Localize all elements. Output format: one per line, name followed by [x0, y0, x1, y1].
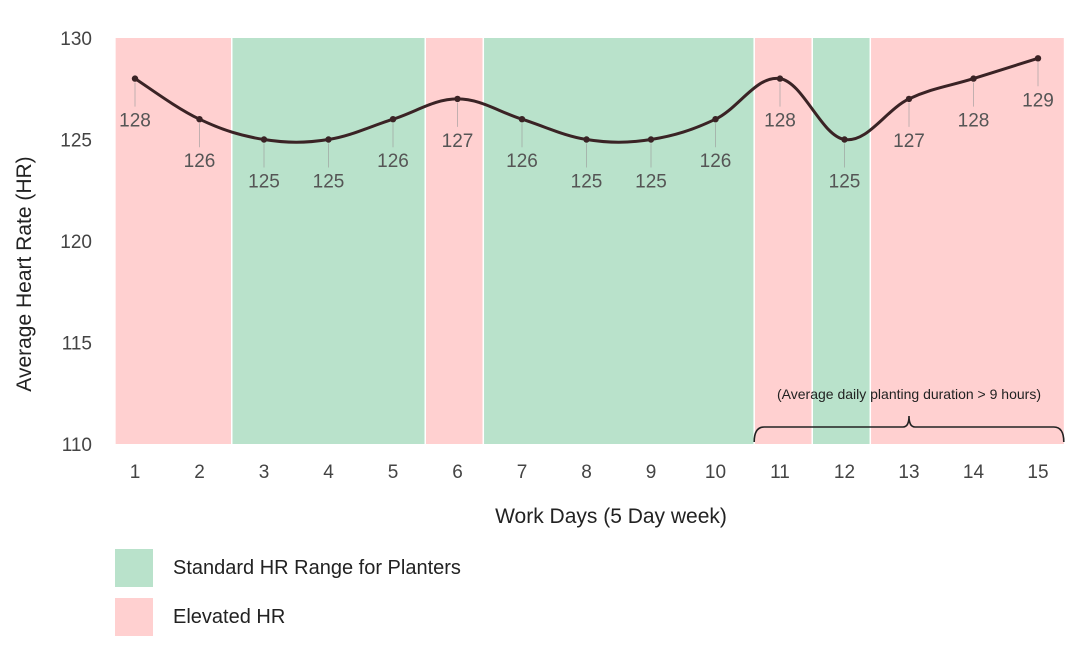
data-point: [970, 75, 977, 82]
band-elevated: [870, 38, 1064, 444]
y-axis-title: Average Heart Rate (HR): [13, 156, 36, 391]
legend-swatch-standard: [115, 549, 153, 587]
duration-annotation: (Average daily planting duration > 9 hou…: [753, 386, 1065, 443]
y-tick-label: 120: [60, 232, 92, 253]
x-tick-label: 3: [259, 462, 270, 483]
x-tick-label: 11: [770, 462, 790, 483]
data-label: 126: [377, 151, 409, 172]
annotation-bracket: [753, 415, 1065, 443]
data-point: [776, 75, 784, 82]
data-label: 125: [313, 172, 345, 193]
legend-label-standard: Standard HR Range for Planters: [173, 556, 461, 579]
data-label: 126: [700, 151, 732, 172]
x-tick-label: 6: [452, 462, 463, 483]
x-tick-label: 2: [194, 462, 205, 483]
data-label: 126: [184, 151, 216, 172]
y-tick-label: 130: [60, 29, 92, 50]
annotation-text: (Average daily planting duration > 9 hou…: [777, 386, 1041, 402]
x-tick-label: 14: [963, 462, 985, 483]
x-axis-ticks: 1 2 3 4 5 6 7 8 9 10 11 12 13 14 15: [130, 462, 1049, 483]
data-label: 129: [1022, 90, 1054, 111]
range-bands: [115, 38, 1064, 444]
legend-standard: Standard HR Range for Planters: [115, 549, 461, 587]
y-tick-label: 115: [62, 334, 92, 355]
data-label: 127: [893, 131, 925, 152]
data-point: [841, 136, 848, 143]
data-point: [325, 136, 332, 143]
data-point: [454, 95, 461, 103]
data-label: 127: [442, 131, 474, 152]
x-tick-label: 1: [130, 462, 141, 483]
data-point: [389, 116, 397, 123]
x-tick-label: 12: [834, 462, 855, 483]
band-standard: [812, 38, 871, 444]
data-point: [583, 136, 590, 143]
band-standard: [231, 38, 426, 444]
band-elevated: [754, 38, 813, 444]
legend-elevated: Elevated HR: [115, 598, 285, 636]
x-tick-label: 7: [517, 462, 528, 483]
legend-swatch-elevated: [115, 598, 153, 636]
data-label: 125: [635, 172, 667, 193]
data-point: [518, 116, 526, 123]
data-label: 128: [764, 111, 796, 132]
data-point: [131, 75, 139, 82]
data-label: 128: [958, 111, 990, 132]
x-axis-title: Work Days (5 Day week): [495, 505, 727, 528]
data-label: 125: [248, 172, 280, 193]
x-tick-label: 8: [581, 462, 592, 483]
x-tick-label: 10: [705, 462, 726, 483]
data-labels: 128 126 125 125 126 127 126 125 125 126 128 125 127 1…: [119, 62, 1054, 193]
legend-label-elevated: Elevated HR: [173, 605, 286, 628]
hr-series: [131, 55, 1042, 144]
y-axis-ticks: 110 115 120 125 130: [60, 29, 92, 456]
data-label: 125: [829, 172, 861, 193]
hr-line: [134, 56, 1039, 144]
band-standard: [483, 38, 755, 444]
band-elevated: [425, 38, 484, 444]
data-point: [1034, 55, 1042, 62]
x-tick-label: 5: [388, 462, 399, 483]
y-tick-label: 125: [60, 131, 92, 152]
data-label: 126: [506, 151, 538, 172]
data-point: [260, 136, 268, 143]
data-label: 125: [571, 172, 603, 193]
x-tick-label: 4: [323, 462, 334, 483]
y-tick-label: 110: [62, 435, 92, 456]
band-elevated: [115, 38, 232, 444]
data-point: [196, 116, 203, 123]
data-point: [647, 136, 655, 143]
data-label: 128: [119, 111, 151, 132]
x-tick-label: 13: [898, 462, 919, 483]
data-point: [712, 116, 719, 123]
x-tick-label: 15: [1027, 462, 1048, 483]
data-point: [905, 95, 913, 103]
x-tick-label: 9: [646, 462, 657, 483]
